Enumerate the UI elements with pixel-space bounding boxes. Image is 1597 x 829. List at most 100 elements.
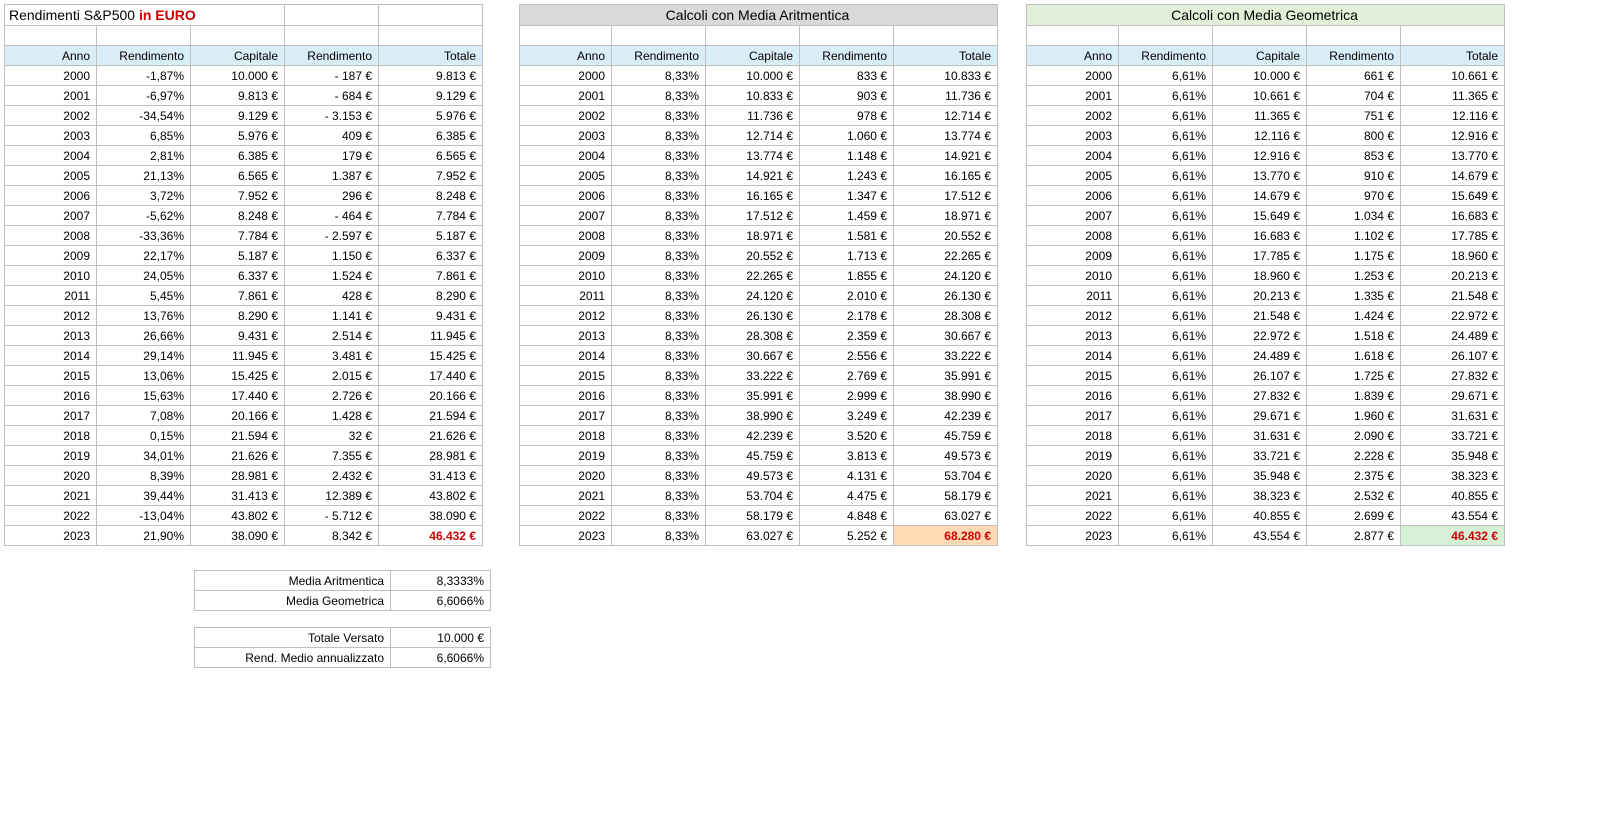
cell-valore: 2.699 € <box>1307 506 1401 526</box>
cell-totale: 9.431 € <box>379 306 483 326</box>
cell-rendimento: 8,33% <box>612 486 706 506</box>
cell-capitale: 12.116 € <box>1213 126 1307 146</box>
table-row: 20178,33%38.990 €3.249 €42.239 € <box>520 406 998 426</box>
cell-rendimento: 8,33% <box>612 286 706 306</box>
table-row: 2008-33,36%7.784 €- 2.597 €5.187 € <box>5 226 483 246</box>
table-row: 20042,81%6.385 €179 €6.565 € <box>5 146 483 166</box>
table-row: 20188,33%42.239 €3.520 €45.759 € <box>520 426 998 446</box>
cell-rendimento: 8,39% <box>97 466 191 486</box>
table-row: 2001-6,97%9.813 €- 684 €9.129 € <box>5 86 483 106</box>
cell-anno: 2020 <box>1027 466 1119 486</box>
cell-anno: 2001 <box>520 86 612 106</box>
media-geo-label: Media Geometrica <box>195 591 391 611</box>
table-row: 20228,33%58.179 €4.848 €63.027 € <box>520 506 998 526</box>
cell-capitale: 31.631 € <box>1213 426 1307 446</box>
cell-valore: 12.389 € <box>285 486 379 506</box>
cell-anno: 2011 <box>5 286 97 306</box>
cell-valore: 1.102 € <box>1307 226 1401 246</box>
cell-totale: 46.432 € <box>379 526 483 546</box>
cell-capitale: 16.683 € <box>1213 226 1307 246</box>
cell-anno: 2000 <box>520 66 612 86</box>
cell-capitale: 14.679 € <box>1213 186 1307 206</box>
table-row: 20115,45%7.861 €428 €8.290 € <box>5 286 483 306</box>
cell-valore: 751 € <box>1307 106 1401 126</box>
cell-rendimento: 8,33% <box>612 526 706 546</box>
cell-rendimento: 8,33% <box>612 326 706 346</box>
table-row: 20128,33%26.130 €2.178 €28.308 € <box>520 306 998 326</box>
cell-rendimento: -5,62% <box>97 206 191 226</box>
cell-totale: 12.116 € <box>1401 106 1505 126</box>
cell-rendimento: 24,05% <box>97 266 191 286</box>
cell-anno: 2005 <box>1027 166 1119 186</box>
cell-rendimento: 8,33% <box>612 126 706 146</box>
cell-capitale: 31.413 € <box>191 486 285 506</box>
cell-capitale: 63.027 € <box>706 526 800 546</box>
cell-valore: 1.618 € <box>1307 346 1401 366</box>
cell-rendimento: 6,61% <box>1119 526 1213 546</box>
cell-rendimento: 6,85% <box>97 126 191 146</box>
cell-rendimento: 8,33% <box>612 206 706 226</box>
cell-capitale: 38.090 € <box>191 526 285 546</box>
table-row: 20056,61%13.770 €910 €14.679 € <box>1027 166 1505 186</box>
col-anno: Anno <box>5 46 97 66</box>
cell-totale: 26.107 € <box>1401 346 1505 366</box>
table-row: 20166,61%27.832 €1.839 €29.671 € <box>1027 386 1505 406</box>
cell-capitale: 10.000 € <box>706 66 800 86</box>
cell-anno: 2007 <box>1027 206 1119 226</box>
cell-valore: 2.359 € <box>800 326 894 346</box>
cell-anno: 2007 <box>520 206 612 226</box>
cell-valore: 2.375 € <box>1307 466 1401 486</box>
cell-valore: 2.178 € <box>800 306 894 326</box>
cell-totale: 9.129 € <box>379 86 483 106</box>
table-row: 20138,33%28.308 €2.359 €30.667 € <box>520 326 998 346</box>
cell-capitale: 13.770 € <box>1213 166 1307 186</box>
cell-totale: 28.308 € <box>894 306 998 326</box>
cell-anno: 2011 <box>1027 286 1119 306</box>
cell-capitale: 7.784 € <box>191 226 285 246</box>
cell-rendimento: 6,61% <box>1119 386 1213 406</box>
table-row: 20006,61%10.000 €661 €10.661 € <box>1027 66 1505 86</box>
table-row: 2000-1,87%10.000 €- 187 €9.813 € <box>5 66 483 86</box>
cell-capitale: 18.960 € <box>1213 266 1307 286</box>
cell-anno: 2015 <box>520 366 612 386</box>
cell-capitale: 26.130 € <box>706 306 800 326</box>
cell-totale: 33.222 € <box>894 346 998 366</box>
cell-valore: 3.813 € <box>800 446 894 466</box>
cell-anno: 2016 <box>1027 386 1119 406</box>
table-row: 20108,33%22.265 €1.855 €24.120 € <box>520 266 998 286</box>
table-row: 20176,61%29.671 €1.960 €31.631 € <box>1027 406 1505 426</box>
cell-totale: 24.489 € <box>1401 326 1505 346</box>
table-row: 20206,61%35.948 €2.375 €38.323 € <box>1027 466 1505 486</box>
cell-valore: 1.175 € <box>1307 246 1401 266</box>
table-row: 201513,06%15.425 €2.015 €17.440 € <box>5 366 483 386</box>
cell-capitale: 6.337 € <box>191 266 285 286</box>
cell-valore: 1.060 € <box>800 126 894 146</box>
cell-capitale: 53.704 € <box>706 486 800 506</box>
cell-capitale: 13.774 € <box>706 146 800 166</box>
cell-totale: 30.667 € <box>894 326 998 346</box>
cell-rendimento: 8,33% <box>612 386 706 406</box>
cell-capitale: 20.213 € <box>1213 286 1307 306</box>
cell-capitale: 42.239 € <box>706 426 800 446</box>
cell-totale: 8.248 € <box>379 186 483 206</box>
table-row: 20028,33%11.736 €978 €12.714 € <box>520 106 998 126</box>
table-row: 201213,76%8.290 €1.141 €9.431 € <box>5 306 483 326</box>
cell-rendimento: 6,61% <box>1119 186 1213 206</box>
cell-totale: 16.165 € <box>894 166 998 186</box>
table-row: 20048,33%13.774 €1.148 €14.921 € <box>520 146 998 166</box>
cell-rendimento: 6,61% <box>1119 286 1213 306</box>
cell-capitale: 21.548 € <box>1213 306 1307 326</box>
cell-valore: 1.243 € <box>800 166 894 186</box>
cell-rendimento: 13,76% <box>97 306 191 326</box>
cell-valore: 8.342 € <box>285 526 379 546</box>
cell-capitale: 43.554 € <box>1213 526 1307 546</box>
header-row: Anno Rendimento Capitale Rendimento Tota… <box>5 46 483 66</box>
cell-capitale: 12.714 € <box>706 126 800 146</box>
cell-capitale: 9.431 € <box>191 326 285 346</box>
cell-valore: 1.387 € <box>285 166 379 186</box>
cell-capitale: 35.948 € <box>1213 466 1307 486</box>
cell-totale: 33.721 € <box>1401 426 1505 446</box>
cell-rendimento: 5,45% <box>97 286 191 306</box>
cell-totale: 8.290 € <box>379 286 483 306</box>
cell-totale: 18.960 € <box>1401 246 1505 266</box>
